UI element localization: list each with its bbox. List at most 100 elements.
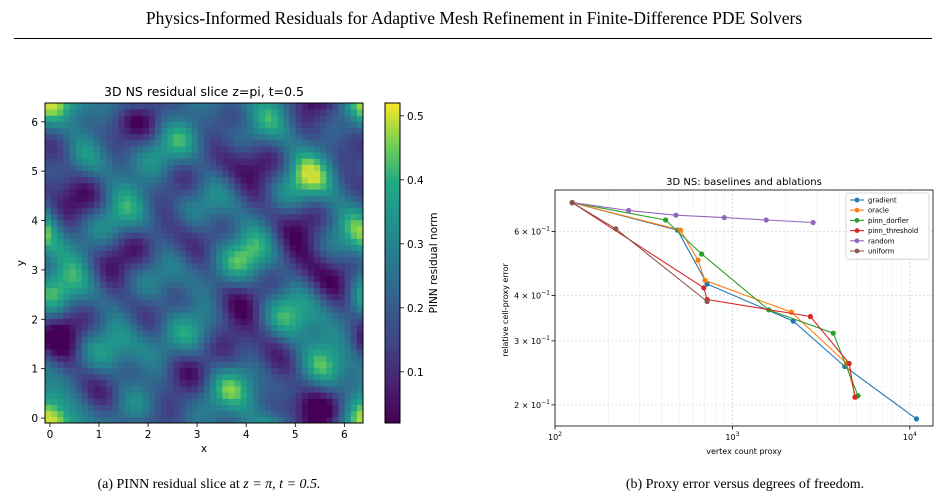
heatmap-cell <box>148 226 156 233</box>
heatmap-cell <box>301 373 309 381</box>
series-point-random <box>626 207 632 214</box>
heatmap-cell <box>75 164 83 172</box>
heatmap-cell <box>259 306 266 313</box>
heatmap-cell <box>57 330 64 338</box>
heatmap-cell <box>45 103 52 110</box>
heatmap-cell <box>87 170 95 178</box>
heatmap-cell <box>252 404 260 412</box>
heatmap-cell <box>167 373 174 381</box>
heatmap-cell <box>222 355 229 362</box>
heatmap-cell <box>307 336 315 344</box>
heatmap-cell <box>161 250 168 258</box>
heatmap-cell <box>69 410 76 418</box>
heatmap-cell <box>216 275 223 282</box>
heatmap-cell <box>191 201 199 209</box>
heatmap-cell <box>173 336 180 344</box>
heatmap-cell <box>320 103 327 110</box>
heatmap-cell <box>283 281 291 289</box>
heatmap-cell <box>307 349 315 356</box>
heatmap-cell <box>136 213 144 221</box>
heatmap-cell <box>100 312 107 319</box>
heatmap-cell <box>246 176 254 184</box>
heatmap-cell <box>81 213 89 221</box>
heatmap-cell <box>204 318 211 325</box>
chart-legend: gradientoraclepinn_dorflerpinn_threshold… <box>845 192 930 260</box>
heatmap-cell <box>204 115 211 122</box>
heatmap-cell <box>283 213 291 221</box>
heatmap-cell <box>57 336 64 344</box>
heatmap-cell <box>130 109 138 116</box>
heatmap-cell <box>326 355 333 362</box>
heatmap-cell <box>93 330 101 338</box>
heatmap-cell <box>106 164 113 172</box>
heatmap-cell <box>307 306 315 313</box>
heatmap-cell <box>197 269 205 276</box>
heatmap-cell <box>295 164 303 172</box>
heatmap-cell <box>136 133 144 141</box>
legend-entry-random: random <box>868 237 895 245</box>
heatmap-cell <box>81 219 89 227</box>
heatmap-cell <box>289 293 297 301</box>
heatmap-cell <box>210 189 217 196</box>
heatmap-cell <box>271 324 278 332</box>
heatmap-cell <box>57 139 64 147</box>
heatmap-cell <box>259 281 266 289</box>
heatmap-cell <box>252 109 260 116</box>
heatmap-cell <box>301 416 309 424</box>
heatmap-cell <box>265 127 272 135</box>
heatmap-cell <box>326 386 333 393</box>
heatmap-cell <box>228 355 235 362</box>
heatmap-cell <box>356 244 364 252</box>
heatmap-cell <box>81 256 89 264</box>
heatmap-cell <box>75 336 83 344</box>
heatmap-cell <box>130 195 138 202</box>
heatmap-cell <box>234 103 242 110</box>
heatmap-cell <box>314 176 321 184</box>
heatmap-cell <box>259 293 266 301</box>
heatmap-cell <box>63 379 70 387</box>
heatmap-cell <box>142 324 150 332</box>
heatmap-cell <box>210 103 217 110</box>
heatmap-cell <box>332 152 339 159</box>
heatmap-cell <box>106 170 113 178</box>
heatmap-cell <box>63 392 70 399</box>
heatmap-cell <box>204 373 211 381</box>
heatmap-cell <box>338 127 346 135</box>
heatmap-cell <box>283 152 291 159</box>
heatmap-cell <box>51 219 58 227</box>
heatmap-cell <box>210 312 217 319</box>
heatmap-cell <box>259 398 266 405</box>
heatmap-cell <box>234 275 242 282</box>
heatmap-cell <box>112 355 119 362</box>
heatmap-cell <box>356 121 364 129</box>
heatmap-cell <box>142 213 150 221</box>
heatmap-cell <box>81 115 89 122</box>
heatmap-cell <box>142 238 150 245</box>
heatmap-cell <box>93 256 101 264</box>
heatmap-cell <box>179 416 187 424</box>
heatmap-x-tick-label: 4 <box>243 429 250 441</box>
heatmap-cell <box>185 238 193 245</box>
heatmap-cell <box>75 176 83 184</box>
heatmap-cell <box>161 263 168 270</box>
heatmap-y-tick-label: 4 <box>31 216 38 228</box>
heatmap-cell <box>112 201 119 209</box>
heatmap-cell <box>259 164 266 172</box>
heatmap-cell <box>130 398 138 405</box>
heatmap-cell <box>252 170 260 178</box>
heatmap-cell <box>307 170 315 178</box>
heatmap-cell <box>173 355 180 362</box>
heatmap-cell <box>63 386 70 393</box>
heatmap-cell <box>45 392 52 399</box>
heatmap-cell <box>204 189 211 196</box>
heatmap-cell <box>222 189 229 196</box>
heatmap-cell <box>124 238 132 245</box>
heatmap-cell <box>301 343 309 350</box>
heatmap-cell <box>148 207 156 215</box>
heatmap-cell <box>167 226 174 233</box>
heatmap-cell <box>185 386 193 393</box>
heatmap-cell <box>112 152 119 159</box>
heatmap-cell <box>277 195 284 202</box>
heatmap-cell <box>93 398 101 405</box>
